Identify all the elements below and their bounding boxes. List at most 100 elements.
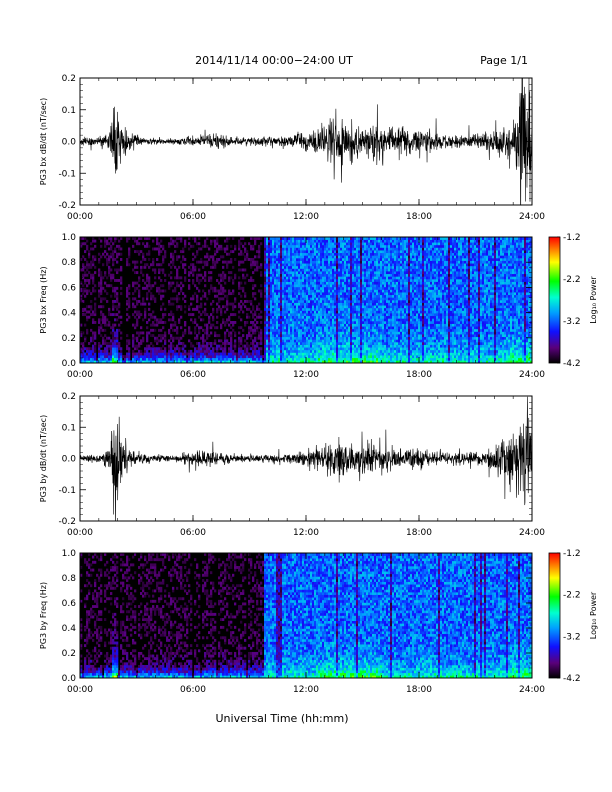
spectrogram-cell — [278, 344, 281, 348]
spectrogram-cell — [280, 286, 283, 290]
spectrogram-cell — [314, 302, 317, 306]
spectrogram-cell — [182, 292, 185, 296]
spectrogram-cell — [180, 250, 183, 254]
spectrogram-cell — [210, 342, 213, 345]
spectrogram-cell — [350, 294, 353, 298]
spectrogram-cell — [350, 326, 353, 330]
spectrogram-cell — [292, 315, 295, 319]
spectrogram-cell — [330, 305, 333, 309]
spectrogram-cell — [382, 357, 385, 361]
spectrogram-cell — [330, 344, 333, 348]
spectrogram-cell — [142, 286, 145, 290]
spectrogram-cell — [198, 310, 201, 314]
spectrogram-cell — [316, 349, 319, 353]
spectrogram-cell — [226, 294, 229, 298]
spectrogram-cell — [350, 318, 353, 322]
spectrogram-cell — [352, 273, 355, 277]
spectrogram-cell — [380, 242, 383, 246]
spectrogram-cell — [368, 344, 371, 348]
spectrogram-cell — [328, 305, 331, 309]
spectrogram-cell — [298, 357, 301, 361]
spectrogram-cell — [284, 357, 287, 361]
spectrogram-cell — [312, 349, 315, 353]
spectrogram-cell — [220, 313, 223, 317]
spectrogram-cell — [380, 260, 383, 264]
spectrogram-cell — [294, 300, 297, 303]
spectrogram-cell — [314, 315, 317, 319]
spectrogram-cell — [138, 289, 141, 293]
spectrogram-cell — [298, 347, 301, 351]
spectrogram-cell — [230, 244, 233, 248]
spectrogram-cell — [324, 250, 327, 254]
spectrogram-cell — [266, 352, 269, 356]
spectrogram-cell — [114, 313, 117, 317]
spectrogram-cell — [110, 331, 113, 335]
spectrogram-cell — [312, 355, 315, 359]
spectrogram-cell — [98, 260, 101, 264]
spectrogram-cell — [358, 271, 361, 275]
spectrogram-cell — [160, 328, 163, 332]
spectrogram-cell — [272, 326, 275, 330]
spectrogram-cell — [318, 284, 321, 288]
spectrogram-cell — [202, 318, 205, 322]
spectrogram-cell — [168, 242, 171, 246]
spectrogram-cell — [278, 302, 281, 306]
spectrogram-cell — [266, 315, 269, 319]
spectrogram-cell — [292, 260, 295, 264]
spectrogram-cell — [280, 321, 283, 324]
spectrogram-cell — [354, 300, 357, 303]
spectrogram-cell — [268, 357, 271, 361]
spectrogram-cell — [366, 239, 369, 243]
spectrogram-cell — [272, 342, 275, 345]
spectrogram-cell — [228, 347, 231, 351]
spectrogram-cell — [306, 281, 309, 285]
spectrogram-cell — [346, 313, 349, 317]
spectrogram-cell — [256, 342, 259, 345]
spectrogram-cell — [264, 326, 267, 330]
spectrogram-cell — [286, 305, 289, 309]
spectrogram-cell — [288, 255, 291, 259]
spectrogram-cell — [320, 342, 323, 345]
spectrogram-cell — [114, 334, 117, 338]
spectrogram-cell — [170, 355, 173, 359]
spectrogram-cell — [372, 313, 375, 317]
spectrogram-cell — [284, 273, 287, 277]
spectrogram-cell — [306, 284, 309, 288]
spectrogram-cell — [278, 297, 281, 301]
spectrogram-cell — [332, 239, 335, 243]
spectrogram-cell — [184, 310, 187, 314]
spectrogram-cell — [270, 273, 273, 277]
spectrogram-cell — [308, 302, 311, 306]
spectrogram-cell — [334, 336, 337, 340]
spectrogram-cell — [334, 352, 337, 356]
spectrogram-cell — [162, 302, 165, 306]
spectrogram-cell — [286, 258, 289, 261]
spectrogram-cell — [344, 268, 347, 272]
spectrogram-cell — [80, 268, 83, 272]
spectrogram-cell — [196, 360, 199, 364]
spectrogram-cell — [318, 242, 321, 246]
spectrogram-cell — [356, 279, 359, 282]
spectrogram-cell — [128, 300, 131, 303]
spectrogram-cell — [120, 286, 123, 290]
spectrogram-cell — [314, 265, 317, 269]
spectrogram-cell — [270, 250, 273, 254]
spectrogram-cell — [362, 352, 365, 356]
spectrogram-cell — [292, 336, 295, 340]
spectrogram-cell — [338, 318, 341, 322]
spectrogram-cell — [312, 336, 315, 340]
spectrogram-cell — [354, 360, 357, 364]
spectrogram-cell — [328, 321, 331, 324]
spectrogram-cell — [356, 239, 359, 243]
spectrogram-cell — [92, 339, 95, 343]
spectrogram-cell — [250, 334, 253, 338]
spectrogram-cell — [144, 360, 147, 364]
spectrogram-cell — [86, 347, 89, 351]
spectrogram-cell — [134, 315, 137, 319]
spectrogram-cell — [228, 276, 231, 280]
spectrogram-cell — [370, 289, 373, 293]
spectrogram-cell — [298, 300, 301, 303]
spectrogram-cell — [202, 352, 205, 356]
spectrogram-cell — [332, 297, 335, 301]
spectrogram-cell — [314, 360, 317, 364]
